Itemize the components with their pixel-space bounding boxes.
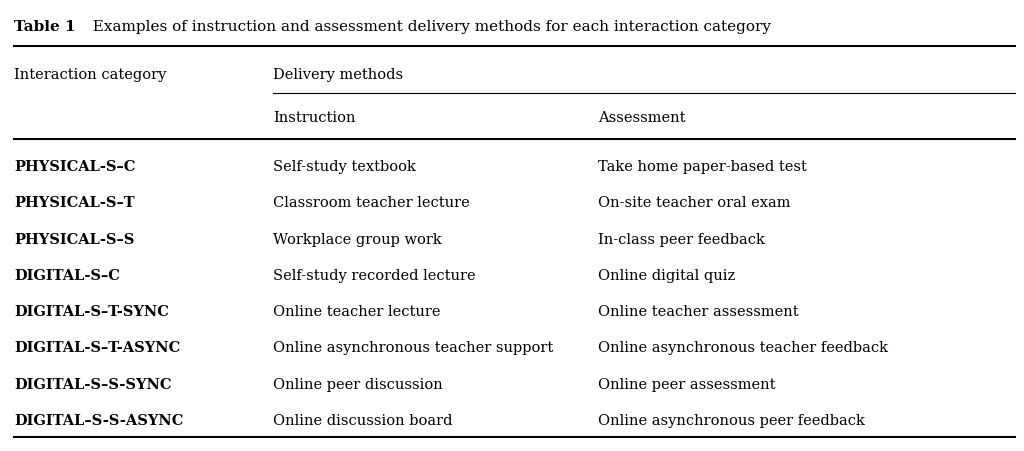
Text: Workplace group work: Workplace group work [273, 233, 442, 247]
Text: Online peer discussion: Online peer discussion [273, 378, 443, 392]
Text: PHYSICAL-S–T: PHYSICAL-S–T [14, 196, 135, 210]
Text: In-class peer feedback: In-class peer feedback [598, 233, 765, 247]
Text: Assessment: Assessment [598, 111, 686, 125]
Text: Take home paper-based test: Take home paper-based test [598, 160, 807, 174]
Text: Instruction: Instruction [273, 111, 355, 125]
Text: Online teacher assessment: Online teacher assessment [598, 305, 799, 319]
Text: PHYSICAL-S–S: PHYSICAL-S–S [14, 233, 135, 247]
Text: Online asynchronous teacher feedback: Online asynchronous teacher feedback [598, 341, 889, 355]
Text: Table 1: Table 1 [14, 20, 76, 34]
Text: Online asynchronous teacher support: Online asynchronous teacher support [273, 341, 554, 355]
Text: Self-study textbook: Self-study textbook [273, 160, 416, 174]
Text: Delivery methods: Delivery methods [273, 69, 403, 83]
Text: Self-study recorded lecture: Self-study recorded lecture [273, 269, 476, 283]
Text: Interaction category: Interaction category [14, 69, 167, 83]
Text: DIGITAL–S-S-ASYNC: DIGITAL–S-S-ASYNC [14, 414, 183, 428]
Text: DIGITAL-S–C: DIGITAL-S–C [14, 269, 120, 283]
Text: Classroom teacher lecture: Classroom teacher lecture [273, 196, 470, 210]
Text: PHYSICAL-S–C: PHYSICAL-S–C [14, 160, 136, 174]
Text: Online teacher lecture: Online teacher lecture [273, 305, 440, 319]
Text: DIGITAL-S–T-SYNC: DIGITAL-S–T-SYNC [14, 305, 169, 319]
Text: DIGITAL-S–S-SYNC: DIGITAL-S–S-SYNC [14, 378, 172, 392]
Text: Online discussion board: Online discussion board [273, 414, 453, 428]
Text: DIGITAL-S–T-ASYNC: DIGITAL-S–T-ASYNC [14, 341, 180, 355]
Text: Examples of instruction and assessment delivery methods for each interaction cat: Examples of instruction and assessment d… [83, 20, 771, 34]
Text: Online peer assessment: Online peer assessment [598, 378, 776, 392]
Text: On-site teacher oral exam: On-site teacher oral exam [598, 196, 791, 210]
Text: Online digital quiz: Online digital quiz [598, 269, 735, 283]
Text: Online asynchronous peer feedback: Online asynchronous peer feedback [598, 414, 865, 428]
